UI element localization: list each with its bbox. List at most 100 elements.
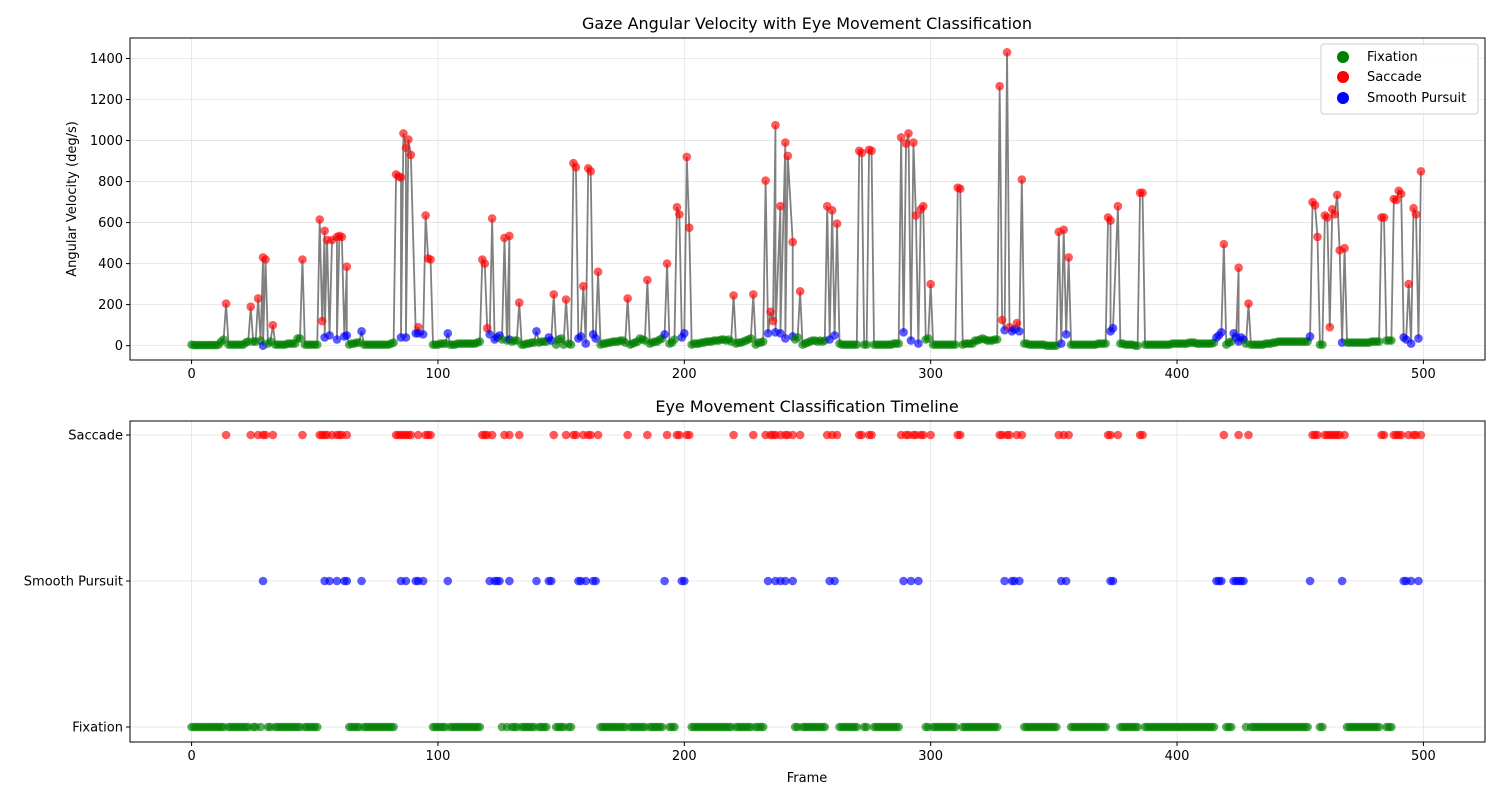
timeline-point-smooth-pursuit bbox=[505, 576, 514, 586]
timeline-point-saccade bbox=[221, 430, 231, 440]
timeline-point-saccade bbox=[505, 430, 514, 440]
velocity-chart: Gaze Angular Velocity with Eye Movement … bbox=[65, 14, 1486, 382]
velocity-point-saccade bbox=[749, 290, 758, 299]
legend-fixation-marker bbox=[1337, 51, 1349, 63]
velocity-point-saccade bbox=[832, 219, 842, 228]
velocity-point-saccade bbox=[1325, 322, 1335, 332]
timeline-point-saccade bbox=[795, 430, 805, 440]
velocity-chart-grid bbox=[130, 38, 1485, 360]
timeline-point-smooth-pursuit bbox=[332, 576, 342, 586]
velocity-point-saccade bbox=[399, 129, 408, 138]
velocity-point-saccade bbox=[406, 150, 416, 160]
timeline-point-smooth-pursuit bbox=[788, 576, 798, 586]
timeline-point-smooth-pursuit bbox=[1414, 576, 1423, 586]
timeline-y-tick-label: Smooth Pursuit bbox=[24, 575, 123, 590]
velocity-point-saccade bbox=[795, 286, 805, 296]
velocity-x-tick-label: 200 bbox=[672, 367, 697, 382]
velocity-point-saccade bbox=[261, 255, 270, 264]
velocity-point-saccade bbox=[911, 211, 921, 220]
velocity-point-saccade bbox=[396, 173, 406, 182]
velocity-x-tick-label: 0 bbox=[187, 367, 195, 382]
velocity-point-smooth-pursuit bbox=[591, 334, 600, 343]
timeline-point-fixation bbox=[1209, 722, 1219, 732]
velocity-point-smooth-pursuit bbox=[906, 336, 916, 345]
velocity-point-saccade bbox=[926, 279, 935, 289]
timeline-x-tick-label: 500 bbox=[1411, 749, 1436, 764]
timeline-point-fixation bbox=[1318, 722, 1327, 732]
timeline-point-fixation bbox=[657, 722, 667, 732]
timeline-point-saccade bbox=[413, 430, 423, 440]
velocity-point-saccade bbox=[404, 135, 413, 144]
velocity-point-saccade bbox=[1002, 48, 1012, 57]
velocity-point-saccade bbox=[337, 232, 347, 242]
velocity-point-saccade bbox=[896, 133, 906, 142]
velocity-y-tick-label: 1000 bbox=[90, 134, 123, 149]
timeline-point-smooth-pursuit bbox=[899, 576, 908, 586]
velocity-point-fixation bbox=[1387, 336, 1396, 345]
velocity-point-saccade bbox=[1219, 239, 1229, 249]
velocity-point-saccade bbox=[1017, 175, 1027, 184]
timeline-point-saccade bbox=[586, 430, 595, 440]
velocity-point-saccade bbox=[1313, 232, 1322, 242]
velocity-point-saccade bbox=[783, 151, 793, 161]
velocity-point-fixation bbox=[852, 340, 862, 349]
legend-saccade-marker bbox=[1337, 71, 1349, 83]
velocity-y-tick-label: 600 bbox=[98, 216, 123, 231]
timeline-x-tick-label: 200 bbox=[672, 749, 697, 764]
timeline-point-saccade bbox=[832, 430, 842, 440]
timeline-point-saccade bbox=[1416, 430, 1426, 440]
timeline-point-saccade bbox=[684, 430, 694, 440]
timeline-point-fixation bbox=[1226, 722, 1236, 732]
velocity-points bbox=[187, 48, 1426, 350]
timeline-y-tick-label: Fixation bbox=[72, 721, 123, 736]
timeline-point-saccade bbox=[675, 430, 684, 440]
velocity-point-saccade bbox=[684, 223, 694, 233]
velocity-point-smooth-pursuit bbox=[830, 331, 839, 340]
timeline-point-smooth-pursuit bbox=[532, 576, 541, 586]
velocity-point-saccade bbox=[561, 295, 571, 304]
timeline-x-ticks: 0 100 200 300 400 500 bbox=[187, 742, 1436, 764]
timeline-point-saccade bbox=[1064, 430, 1073, 440]
timeline-point-smooth-pursuit bbox=[781, 576, 790, 586]
timeline-point-smooth-pursuit bbox=[660, 576, 669, 586]
velocity-point-saccade bbox=[1059, 225, 1069, 235]
timeline-point-saccade bbox=[514, 430, 524, 440]
timeline-point-saccade bbox=[926, 430, 935, 440]
timeline-y-tick-label: Saccade bbox=[68, 429, 123, 444]
legend-saccade-label: Saccade bbox=[1367, 70, 1422, 85]
velocity-point-saccade bbox=[320, 226, 329, 236]
velocity-point-smooth-pursuit bbox=[342, 331, 352, 340]
timeline-point-saccade bbox=[623, 430, 632, 440]
timeline-point-smooth-pursuit bbox=[495, 576, 504, 586]
velocity-point-saccade bbox=[672, 202, 682, 212]
velocity-point-saccade bbox=[317, 316, 327, 326]
timeline-point-fixation bbox=[542, 722, 551, 732]
velocity-point-smooth-pursuit bbox=[1015, 326, 1024, 336]
timeline-point-saccade bbox=[1017, 430, 1027, 440]
velocity-y-tick-label: 400 bbox=[98, 257, 123, 272]
timeline-chart: Eye Movement Classification Timeline 0 10… bbox=[24, 397, 1486, 786]
velocity-point-saccade bbox=[1323, 213, 1332, 222]
timeline-point-fixation bbox=[894, 722, 903, 732]
velocity-point-smooth-pursuit bbox=[1217, 328, 1226, 337]
velocity-point-saccade bbox=[827, 205, 837, 215]
velocity-point-smooth-pursuit bbox=[332, 335, 342, 344]
velocity-point-saccade bbox=[857, 148, 866, 158]
timeline-point-smooth-pursuit bbox=[906, 576, 916, 586]
velocity-point-saccade bbox=[1411, 210, 1421, 219]
velocity-point-saccade bbox=[342, 262, 352, 271]
velocity-point-smooth-pursuit bbox=[532, 326, 541, 336]
velocity-point-saccade bbox=[480, 259, 490, 268]
timeline-point-saccade bbox=[1313, 430, 1322, 440]
velocity-series-line bbox=[191, 52, 1422, 347]
velocity-point-saccade bbox=[1379, 213, 1389, 222]
velocity-point-saccade bbox=[776, 201, 785, 211]
timeline-point-saccade bbox=[1234, 430, 1243, 440]
timeline-point-smooth-pursuit bbox=[1061, 576, 1071, 586]
timeline-point-saccade bbox=[857, 430, 866, 440]
timeline-chart-title: Eye Movement Classification Timeline bbox=[655, 397, 958, 416]
velocity-point-saccade bbox=[1113, 201, 1123, 211]
timeline-point-smooth-pursuit bbox=[1305, 576, 1315, 586]
velocity-point-saccade bbox=[1404, 279, 1413, 289]
velocity-point-fixation bbox=[894, 339, 903, 348]
